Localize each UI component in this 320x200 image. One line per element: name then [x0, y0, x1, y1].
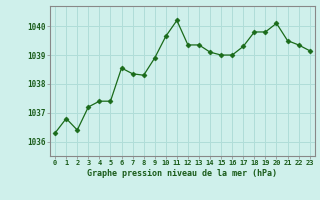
X-axis label: Graphe pression niveau de la mer (hPa): Graphe pression niveau de la mer (hPa): [87, 169, 277, 178]
